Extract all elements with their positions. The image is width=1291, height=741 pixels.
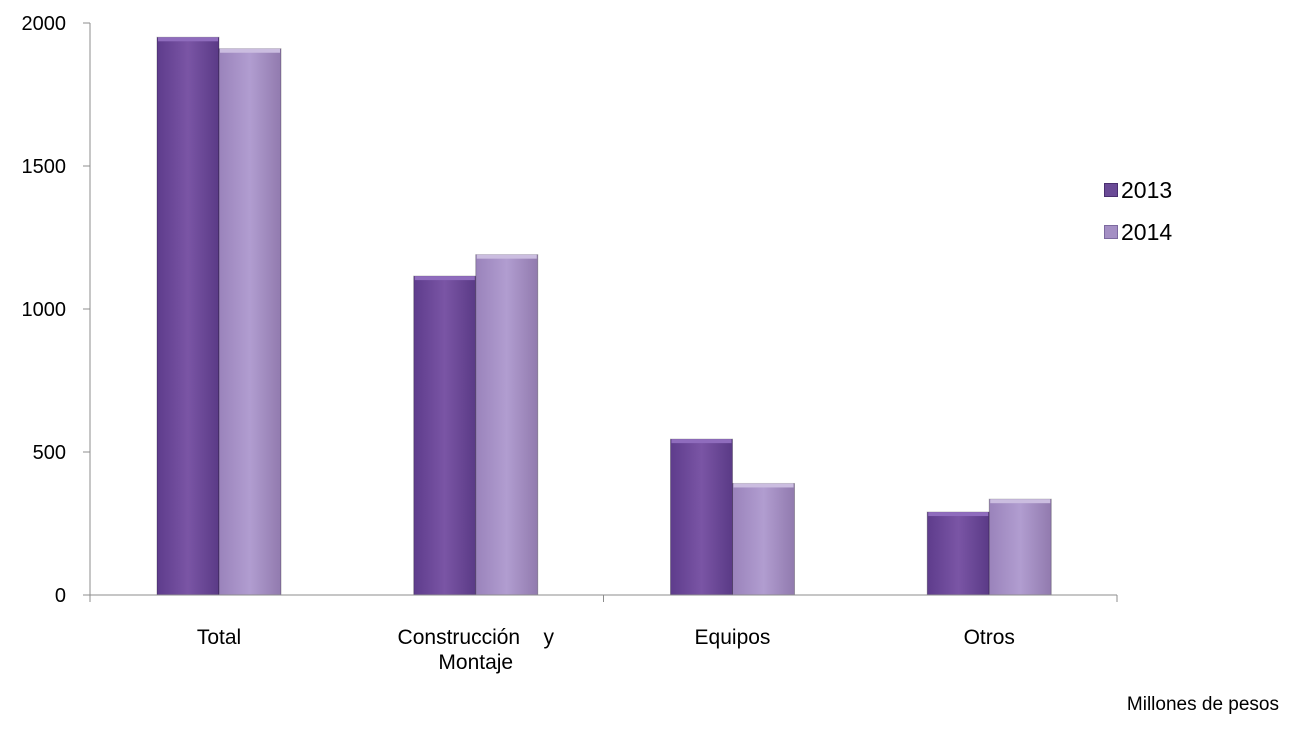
bar-body [218, 48, 282, 596]
x-tick-label: Otros [964, 626, 1015, 649]
legend-item-2013: 2013 [1104, 169, 1172, 211]
bar-2014-3 [988, 498, 1052, 596]
y-tick-label: 500 [33, 442, 66, 464]
bar-body [988, 498, 1052, 596]
bar-2013-0 [156, 36, 220, 596]
bar-body [926, 511, 990, 596]
bar-body [732, 482, 795, 596]
x-tick-label: Equipos [695, 626, 771, 649]
legend-swatch-2013 [1104, 183, 1118, 197]
bar-body [413, 275, 477, 596]
y-tick-label: 1500 [22, 156, 67, 178]
bar-body [475, 254, 539, 596]
legend: 2013 2014 [1104, 169, 1172, 253]
bar-body [156, 36, 220, 596]
x-tick-label: Construcción y [398, 626, 555, 649]
bar-2014-1 [475, 254, 539, 596]
bar-top-bevel [414, 276, 475, 281]
y-tick-label: 1000 [22, 299, 67, 321]
bar-top-bevel [671, 439, 732, 444]
bar-top-bevel [158, 37, 218, 42]
legend-swatch-2014 [1104, 225, 1118, 239]
bar-2013-3 [926, 511, 990, 596]
x-tick-label: Total [197, 626, 241, 649]
bar-2013-2 [670, 438, 733, 596]
bar-top-bevel [220, 48, 280, 53]
x-tick-label: Montaje [438, 651, 513, 674]
unit-caption: Millones de pesos [1126, 694, 1279, 715]
legend-label-2014: 2014 [1121, 218, 1173, 245]
legend-label-2013: 2013 [1121, 176, 1173, 203]
bar-top-bevel [928, 512, 989, 517]
bar-2014-0 [218, 48, 282, 596]
bar-top-bevel [476, 254, 537, 259]
bars-layer [156, 36, 1052, 596]
bar-top-bevel [733, 483, 794, 488]
legend-item-2014: 2014 [1104, 211, 1172, 253]
bar-2014-2 [732, 482, 795, 596]
bar-2013-1 [413, 275, 477, 596]
bar-top-bevel [990, 499, 1051, 504]
y-tick-label: 0 [55, 585, 66, 607]
bar-body [670, 438, 733, 596]
y-tick-label: 2000 [22, 13, 67, 35]
